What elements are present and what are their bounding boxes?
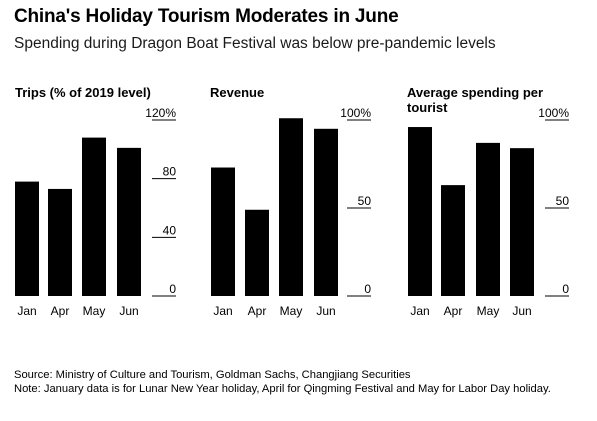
x-tick-label: Jun <box>316 304 335 318</box>
x-tick-label: Jun <box>119 304 138 318</box>
y-tick-label: 120% <box>145 106 176 120</box>
y-tick-label: 50 <box>358 194 372 208</box>
bar-apr <box>441 185 465 296</box>
footnote: Note: January data is for Lunar New Year… <box>14 383 551 395</box>
x-tick-label: Apr <box>444 304 463 318</box>
x-tick-label: Jan <box>410 304 429 318</box>
chart-panel-trips: 0 40 80 120% Jan Apr May Jun <box>15 106 176 318</box>
y-tick-label: 80 <box>163 165 177 179</box>
y-tick-label: 40 <box>163 223 177 237</box>
chart-subtitle: Spending during Dragon Boat Festival was… <box>14 35 496 52</box>
x-tick-label: Jun <box>512 304 531 318</box>
bar-may <box>82 137 106 296</box>
x-tick-label: Jan <box>17 304 36 318</box>
bar-jun <box>314 128 338 296</box>
chart-panel-revenue: 0 50 100% Jan Apr May Jun <box>211 106 371 318</box>
chart-panel-avg-spending: 0 50 100% Jan Apr May Jun <box>408 106 569 318</box>
y-tick-label: 100% <box>538 106 569 120</box>
bar-jun <box>510 148 534 296</box>
bar-jan <box>408 127 432 296</box>
x-tick-label: May <box>83 304 106 318</box>
x-tick-label: Apr <box>51 304 70 318</box>
y-tick-label: 100% <box>340 106 371 120</box>
y-tick-label: 0 <box>364 282 371 296</box>
bar-may <box>279 118 303 297</box>
y-tick-label: 0 <box>562 282 569 296</box>
panel-title-avg-spending: Average spending per tourist <box>407 85 544 115</box>
x-tick-label: Apr <box>248 304 267 318</box>
x-tick-label: May <box>280 304 303 318</box>
panel-title-revenue: Revenue <box>210 85 265 100</box>
bar-apr <box>48 188 72 296</box>
y-tick-label: 50 <box>556 194 570 208</box>
bar-jun <box>117 147 141 296</box>
bar-may <box>476 142 500 296</box>
x-tick-label: May <box>477 304 500 318</box>
x-tick-label: Jan <box>213 304 232 318</box>
bar-jan <box>15 181 39 296</box>
source-note: Source: Ministry of Culture and Tourism,… <box>14 369 411 381</box>
chart-title: China's Holiday Tourism Moderates in Jun… <box>14 6 399 27</box>
bar-jan <box>211 167 235 296</box>
y-tick-label: 0 <box>169 282 176 296</box>
panel-title-trips: Trips (% of 2019 level) <box>15 85 151 100</box>
bar-apr <box>245 209 269 296</box>
